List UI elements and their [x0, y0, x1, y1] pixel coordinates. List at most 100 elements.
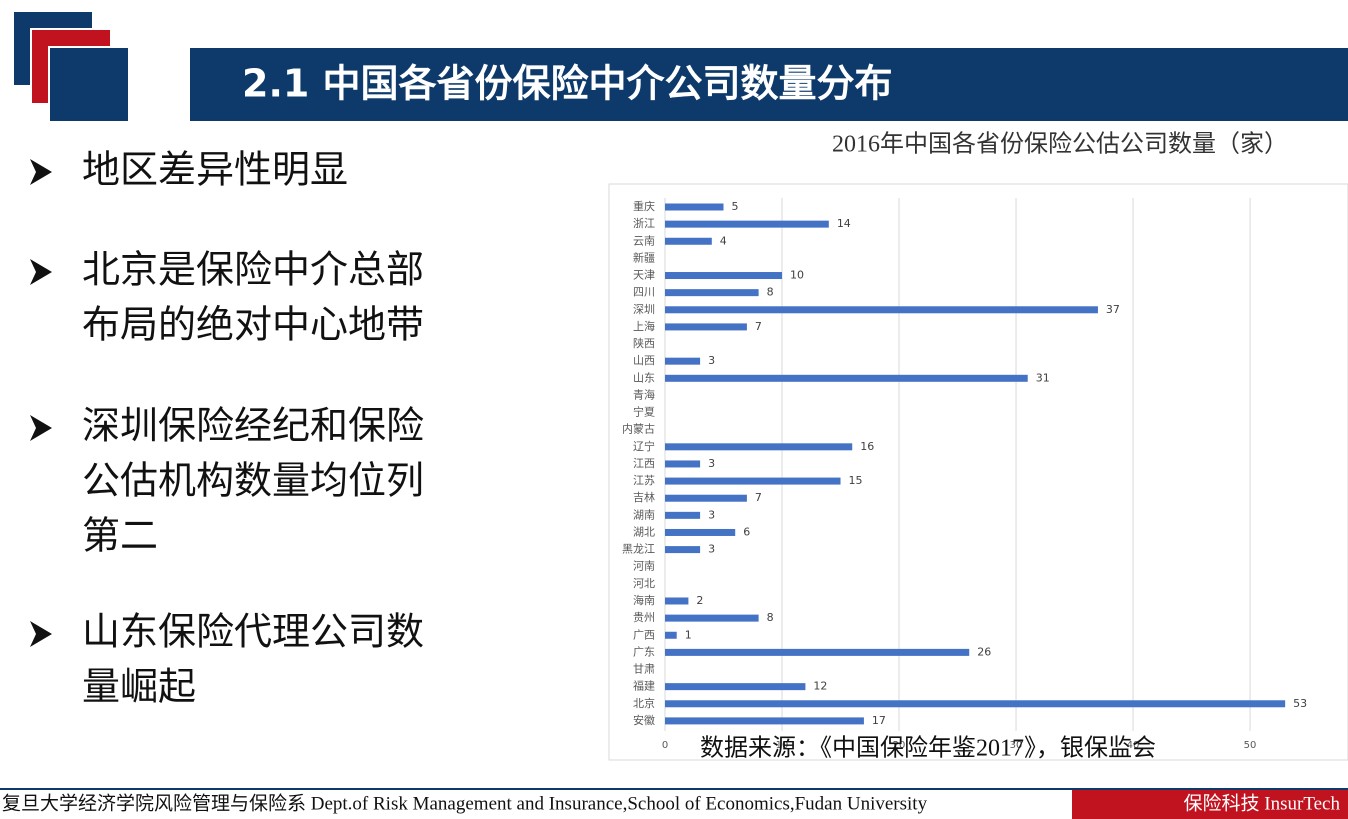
y-tick-label: 海南 [633, 593, 655, 607]
bullet-text: 第二 [82, 514, 158, 558]
bullet-text: 布局的绝对中心地带 [82, 303, 424, 347]
x-tick-label: 10 [776, 740, 789, 751]
chart-frame [608, 183, 1348, 761]
bullet-text: 山东保险代理公司数 [82, 610, 424, 654]
data-label: 14 [837, 217, 851, 230]
x-tick-label: 20 [893, 740, 906, 751]
footer-badge [1072, 790, 1348, 819]
bar [665, 237, 712, 245]
y-tick-label: 湖北 [633, 525, 655, 538]
bar [665, 614, 759, 622]
y-tick-label: 贵州 [633, 611, 655, 624]
bullet-text: 北京是保险中介总部 [82, 248, 424, 292]
data-label: 3 [708, 543, 715, 556]
data-label: 4 [720, 234, 727, 247]
bullet-list: 地区差异性明显北京是保险中介总部布局的绝对中心地带深圳保险经纪和保险公估机构数量… [30, 148, 424, 709]
y-tick-label: 广东 [633, 645, 655, 658]
x-tick-label: 40 [1127, 740, 1140, 751]
bar [665, 511, 701, 519]
bar [665, 220, 829, 228]
y-tick-label: 福建 [633, 679, 655, 693]
footer-right: 保险科技 InsurTech [1184, 792, 1341, 814]
y-tick-label: 山西 [633, 354, 655, 367]
deco-square [48, 46, 130, 123]
data-label: 7 [755, 320, 762, 333]
bullet-text: 深圳保险经纪和保险 [82, 404, 424, 448]
x-tick-label: 0 [662, 740, 668, 751]
y-tick-label: 云南 [633, 234, 655, 247]
bar [665, 460, 701, 468]
data-label: 53 [1293, 697, 1307, 710]
bullet-arrow [30, 159, 52, 185]
data-label: 37 [1106, 303, 1120, 316]
data-label: 1 [685, 628, 692, 641]
header-bar [190, 48, 1348, 121]
bar [665, 648, 970, 656]
bullet-arrow [30, 259, 52, 285]
bar [665, 683, 806, 691]
y-tick-label: 山东 [633, 371, 655, 384]
chart-title: 2016年中国各省份保险公估公司数量（家） [832, 131, 1288, 158]
data-label: 12 [813, 680, 827, 693]
data-label: 7 [755, 491, 762, 504]
y-tick-label: 上海 [633, 319, 655, 333]
y-tick-label: 河北 [633, 577, 655, 590]
y-tick-label: 辽宁 [633, 439, 655, 453]
data-label: 6 [743, 525, 750, 538]
y-tick-label: 江西 [633, 457, 655, 470]
bar [665, 717, 864, 725]
y-tick-label: 江苏 [633, 474, 655, 487]
data-label: 10 [790, 269, 804, 282]
data-label: 8 [767, 611, 774, 624]
y-tick-label: 北京 [633, 696, 655, 710]
bar [665, 528, 736, 536]
slide-title: 2.1 中国各省份保险中介公司数量分布 [242, 62, 893, 106]
data-label: 3 [708, 457, 715, 470]
y-tick-label: 黑龙江 [622, 543, 655, 556]
y-tick-label: 天津 [633, 269, 655, 282]
data-label: 5 [732, 200, 739, 213]
footer-left: 复旦大学经济学院风险管理与保险系 Dept.of Risk Management… [2, 792, 928, 814]
bar [665, 357, 701, 365]
bullet-text: 地区差异性明显 [82, 148, 348, 192]
data-label: 16 [860, 440, 874, 453]
source-note: 数据来源：《中国保险年鉴2017》，银保监会 [700, 735, 1156, 762]
y-tick-label: 新疆 [633, 250, 655, 264]
x-tick-label: 50 [1244, 740, 1257, 751]
data-label: 8 [767, 286, 774, 299]
y-tick-label: 湖南 [633, 508, 655, 521]
data-label: 17 [872, 714, 886, 727]
bar [665, 494, 747, 502]
bar [665, 374, 1028, 382]
bullet-arrow [30, 621, 52, 647]
y-tick-label: 青海 [633, 387, 655, 401]
bar [665, 546, 701, 554]
bar [665, 443, 853, 451]
y-tick-label: 吉林 [633, 490, 655, 504]
x-tick-label: 30 [1010, 740, 1023, 751]
bar [665, 477, 841, 485]
bar [665, 631, 677, 639]
data-label: 31 [1036, 371, 1050, 384]
y-tick-label: 内蒙古 [622, 422, 655, 436]
y-tick-label: 宁夏 [633, 405, 655, 419]
bar [665, 597, 689, 605]
data-label: 15 [849, 474, 863, 487]
bullet-text: 量崛起 [82, 665, 196, 709]
data-label: 3 [708, 508, 715, 521]
y-tick-label: 浙江 [633, 217, 655, 230]
bar [665, 289, 759, 297]
data-label: 2 [696, 594, 703, 607]
y-tick-label: 广西 [633, 628, 655, 641]
bullet-text: 公估机构数量均位列 [82, 459, 424, 503]
y-tick-label: 重庆 [633, 199, 655, 213]
bullet-arrow [30, 415, 52, 441]
y-tick-label: 陕西 [633, 336, 655, 350]
y-tick-label: 安徽 [633, 713, 655, 727]
data-label: 26 [977, 645, 991, 658]
y-tick-label: 河南 [633, 560, 655, 573]
bar [665, 323, 747, 331]
